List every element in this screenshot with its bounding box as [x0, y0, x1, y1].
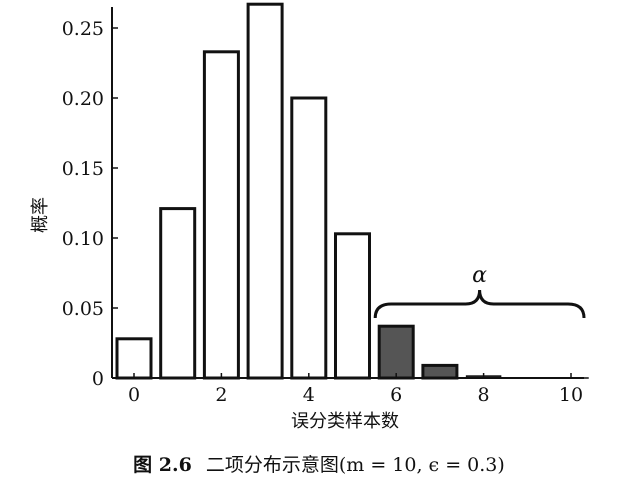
- bar-1: [159, 207, 197, 380]
- bars-group: [115, 2, 589, 380]
- alpha-brace: [373, 289, 586, 319]
- bar-2: [202, 50, 240, 380]
- x-tick-label: 4: [303, 384, 315, 406]
- axes-group: [111, 7, 584, 379]
- x-tick-label: 10: [559, 384, 583, 406]
- x-tick-label: 8: [478, 384, 490, 406]
- bar-5: [334, 232, 371, 380]
- y-tick-label: 0.25: [62, 18, 104, 40]
- x-tick-label: 0: [128, 384, 140, 406]
- x-tick-label: 6: [390, 384, 402, 406]
- y-tick-label: 0.05: [62, 298, 104, 320]
- binomial-bar-chart: 0 0.05 0.10 0.15 0.20 0.25 0 2 4 6 8 10 概率 误分类样本数 α: [30, 2, 589, 432]
- bar-0: [115, 337, 153, 380]
- y-axis-label: 概率: [30, 197, 51, 233]
- figure-number: 图 2.6: [133, 454, 192, 476]
- bar-7: [421, 363, 459, 380]
- y-tick-label: 0.15: [62, 158, 104, 180]
- caption-text: 二项分布示意图(m = 10, ϵ = 0.3): [205, 454, 505, 476]
- bar-6: [377, 324, 415, 380]
- y-tick-label: 0.20: [62, 88, 104, 110]
- x-axis-label: 误分类样本数: [291, 411, 399, 432]
- alpha-annotation: α: [472, 263, 487, 288]
- x-tick-label: 2: [215, 384, 227, 406]
- bar-4: [290, 96, 328, 380]
- figure-caption: 图 2.6 二项分布示意图(m = 10, ϵ = 0.3): [0, 450, 638, 477]
- y-tick-label: 0.10: [62, 228, 104, 250]
- bar-3: [246, 2, 284, 380]
- ticks-group: 0 0.05 0.10 0.15 0.20 0.25 0 2 4 6 8 10: [62, 18, 583, 406]
- y-tick-label: 0: [92, 368, 104, 390]
